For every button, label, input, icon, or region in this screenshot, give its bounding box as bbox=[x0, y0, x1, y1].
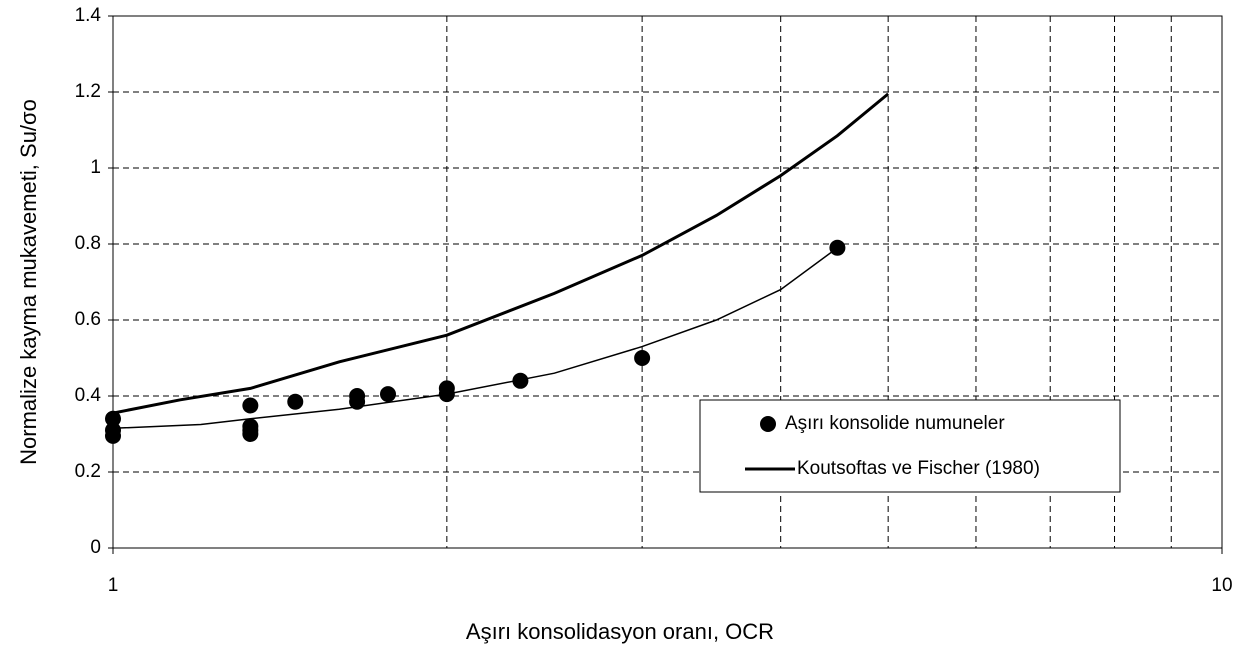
y-tick-label: 0.8 bbox=[75, 233, 101, 254]
line bbox=[112, 247, 838, 430]
data-point bbox=[512, 372, 529, 389]
data-point bbox=[380, 386, 397, 403]
legend-label: Koutsoftas ve Fischer (1980) bbox=[797, 458, 1040, 479]
y-tick-label: 1.2 bbox=[75, 81, 101, 102]
y-tick-label: 1 bbox=[90, 157, 101, 178]
data-point bbox=[634, 350, 651, 366]
x-axis-title: Aşırı konsolidasyon oranı, OCR bbox=[466, 619, 774, 644]
y-tick-label: 1.4 bbox=[75, 5, 102, 26]
data-point bbox=[105, 410, 121, 427]
legend-marker bbox=[760, 416, 776, 432]
plot-frame bbox=[112, 15, 1223, 549]
data-point bbox=[287, 393, 304, 410]
data-point bbox=[242, 426, 259, 442]
x-tick-label: 10 bbox=[1211, 575, 1232, 596]
x-tick-label: 1 bbox=[108, 575, 119, 596]
legend-label: Aşırı konsolide numuneler bbox=[785, 413, 1005, 434]
y-tick-label: 0.4 bbox=[75, 385, 102, 406]
y-tick-label: 0 bbox=[90, 537, 101, 558]
data-point bbox=[105, 427, 121, 444]
y-axis-title: Normalize kayma mukavemeti, Su/σo bbox=[16, 99, 41, 465]
data-point bbox=[242, 397, 259, 414]
y-tick-label: 0.2 bbox=[75, 461, 101, 482]
legend-box bbox=[699, 399, 1121, 493]
line bbox=[112, 92, 890, 415]
y-tick-label: 0.6 bbox=[75, 309, 101, 330]
